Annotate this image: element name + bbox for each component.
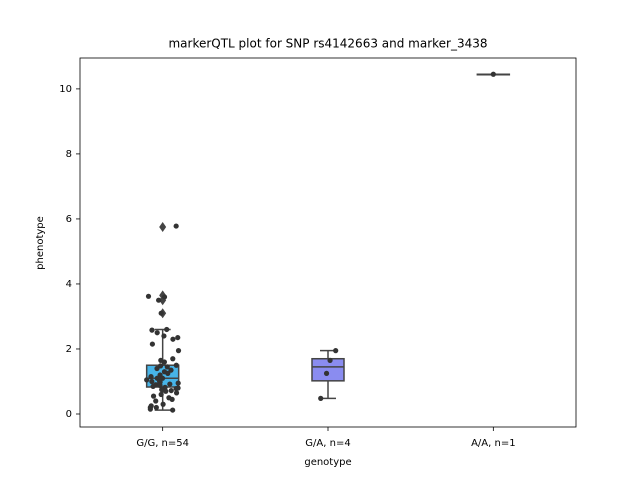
data-point xyxy=(318,395,324,401)
data-point xyxy=(173,386,179,392)
y-tick-label: 8 xyxy=(66,149,72,160)
data-point xyxy=(165,370,171,376)
data-point xyxy=(154,365,160,372)
data-point xyxy=(333,347,339,354)
data-point xyxy=(149,327,155,333)
data-point xyxy=(154,330,160,336)
data-point xyxy=(147,406,153,412)
data-point xyxy=(173,362,179,368)
data-point xyxy=(148,374,154,380)
data-point xyxy=(175,347,182,354)
data-point xyxy=(145,293,152,299)
x-axis-label: genotype xyxy=(304,457,351,468)
data-point xyxy=(159,387,165,393)
data-point xyxy=(158,391,164,398)
data-point xyxy=(164,364,170,370)
data-point xyxy=(170,336,176,342)
data-point xyxy=(144,377,150,383)
data-point xyxy=(150,383,156,389)
y-tick-label: 6 xyxy=(66,214,72,225)
data-point xyxy=(153,398,159,404)
data-point xyxy=(161,333,167,339)
data-point xyxy=(175,334,181,341)
y-tick-label: 4 xyxy=(66,279,72,290)
data-point xyxy=(173,223,179,229)
y-tick-label: 2 xyxy=(66,344,72,355)
data-point xyxy=(173,390,180,396)
y-tick-label: 0 xyxy=(66,409,72,420)
data-point xyxy=(161,359,167,365)
data-point xyxy=(323,370,330,376)
data-point xyxy=(156,297,162,303)
data-point xyxy=(169,396,175,402)
data-point xyxy=(153,404,159,411)
data-point xyxy=(168,367,174,373)
data-point xyxy=(161,294,168,300)
data-point xyxy=(327,357,333,363)
x-tick-label: A/A, n=1 xyxy=(471,438,516,449)
data-point xyxy=(163,388,169,394)
y-tick-label: 10 xyxy=(59,84,72,95)
data-point xyxy=(167,381,173,387)
data-point xyxy=(149,378,155,385)
data-point xyxy=(175,380,181,386)
box xyxy=(311,357,345,382)
y-axis-label: phenotype xyxy=(35,216,46,270)
data-point xyxy=(170,407,176,413)
data-point xyxy=(170,356,176,362)
data-point xyxy=(158,310,164,316)
chart-title: markerQTL plot for SNP rs4142663 and mar… xyxy=(168,37,487,51)
x-tick-label: G/A, n=4 xyxy=(305,438,350,449)
data-point xyxy=(160,401,166,407)
data-point xyxy=(157,378,163,385)
data-point xyxy=(164,326,170,333)
data-point xyxy=(149,341,155,347)
data-point xyxy=(168,387,174,394)
data-point xyxy=(157,363,164,369)
outlier xyxy=(159,222,167,233)
x-tick-label: G/G, n=54 xyxy=(136,438,189,449)
data-point xyxy=(150,393,157,399)
data-point xyxy=(157,382,163,388)
data-point xyxy=(490,71,496,77)
